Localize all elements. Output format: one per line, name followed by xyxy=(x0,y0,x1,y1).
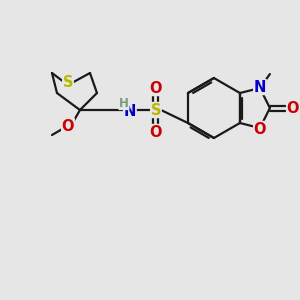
Text: S: S xyxy=(151,103,161,118)
Text: S: S xyxy=(63,74,73,89)
Text: O: O xyxy=(254,122,266,136)
Text: O: O xyxy=(150,80,162,95)
Text: O: O xyxy=(62,118,74,134)
Text: O: O xyxy=(286,100,299,116)
Text: H: H xyxy=(119,97,129,110)
Text: O: O xyxy=(150,124,162,140)
Text: N: N xyxy=(124,103,136,118)
Text: N: N xyxy=(254,80,266,94)
